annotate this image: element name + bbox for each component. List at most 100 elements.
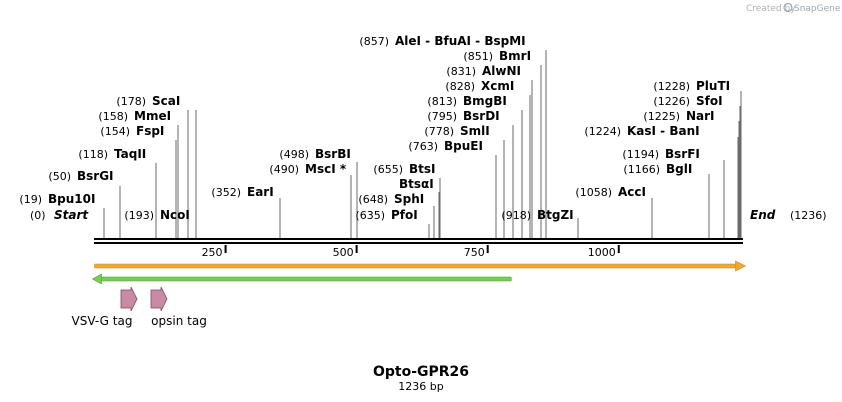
cut-site-position: (1166) xyxy=(623,163,660,176)
cut-site-position: (655) xyxy=(373,163,403,176)
feature-opsin xyxy=(150,286,168,312)
cut-site-position: (1194) xyxy=(622,148,659,161)
feature-orange-orf xyxy=(94,263,737,269)
cut-site-name: BtgZI xyxy=(537,208,574,222)
backbone xyxy=(94,238,743,244)
cut-site-position: (648) xyxy=(358,193,388,206)
cut-site-position: (1224) xyxy=(584,125,621,138)
cut-site-position: (813) xyxy=(427,95,457,108)
scale-ticks: 250 500 750 1000 xyxy=(202,245,620,259)
credit-text: Created by xyxy=(746,4,796,14)
cut-site-name: BsrFI xyxy=(665,147,700,161)
feature-opsin-label: opsin tag xyxy=(151,314,207,328)
cut-site-bsrdi: (795) BsrDI xyxy=(427,109,499,123)
cut-site-ncoi: (193) NcoI xyxy=(124,208,189,222)
end-marker: End (1236) xyxy=(750,208,827,222)
cut-site-name: BsrDI xyxy=(463,109,500,123)
cut-site-btsai: BtsαI xyxy=(399,177,434,191)
cut-site-name: XcmI xyxy=(481,79,514,93)
cut-site-bsrfi: (1194) BsrFI xyxy=(622,147,699,161)
cut-site-bpu10i: (19) Bpu10I xyxy=(19,192,95,206)
cut-site-position: (918) xyxy=(501,209,531,222)
cut-site-name: FspI xyxy=(136,124,164,138)
cut-site-position: (635) xyxy=(355,209,385,222)
tick-label: 1000 xyxy=(588,246,616,259)
backbone-top-strand xyxy=(94,238,743,240)
cut-site-position: (50) xyxy=(48,170,71,183)
cut-site-name: BtsαI xyxy=(399,177,434,191)
cut-site-name: ScaI xyxy=(152,94,180,108)
feature-green-orf-arrowhead xyxy=(91,273,102,285)
cut-site-name: BtsI xyxy=(409,162,436,176)
tick-label: 750 xyxy=(464,246,485,259)
cut-site-position: (158) xyxy=(98,110,128,123)
start-label: Start xyxy=(54,208,89,222)
cut-site-position: (1058) xyxy=(575,186,612,199)
cut-site-position: (857) xyxy=(359,35,389,48)
cut-site-name: SphI xyxy=(394,192,424,206)
cut-site-name: PluTI xyxy=(696,79,730,93)
cut-site-alwni: (831) AlwNI xyxy=(446,64,521,78)
cut-site-position: (851) xyxy=(463,50,493,63)
cut-site-btgzi: (918) BtgZI xyxy=(501,208,573,222)
map-title: Opto-GPR26 xyxy=(373,364,469,380)
feature-vsvg xyxy=(120,286,138,312)
cut-site-name: NarI xyxy=(686,109,715,123)
cut-site-name: SfoI xyxy=(696,94,723,108)
feature-vsvg-label: VSV-G tag xyxy=(72,314,133,328)
cut-site-name: PfoI xyxy=(391,208,418,222)
cut-site-position: (763) xyxy=(408,140,438,153)
cut-site-position: (831) xyxy=(446,65,476,78)
tick-mark xyxy=(355,245,358,253)
cut-site-bmgbi: (813) BmgBI xyxy=(427,94,506,108)
cut-site-smli: (778) SmlI xyxy=(424,124,489,138)
tick-mark xyxy=(224,245,227,253)
start-position: (0) xyxy=(30,209,46,222)
cut-site-name: MscI * xyxy=(305,162,347,176)
cut-site-name: MmeI xyxy=(134,109,171,123)
cut-site-kasi: (1224) KasI - BanI xyxy=(584,124,699,138)
end-position: (1236) xyxy=(790,209,827,222)
cut-site-position: (828) xyxy=(445,80,475,93)
cut-site-position: (1228) xyxy=(653,80,690,93)
cut-site-position: (795) xyxy=(427,110,457,123)
cut-site-bpuei: (763) BpuEI xyxy=(408,139,483,153)
cut-site-name: AccI xyxy=(618,185,646,199)
tick-mark xyxy=(486,245,489,253)
tick-label: 250 xyxy=(202,246,223,259)
cut-site-acci: (1058) AccI xyxy=(575,185,646,199)
cut-site-taqii: (118) TaqII xyxy=(78,147,146,161)
cut-site-nari: (1225) NarI xyxy=(643,109,714,123)
cut-site-name: KasI - BanI xyxy=(627,124,700,138)
cut-site-fspi: (154) FspI xyxy=(100,124,164,138)
cut-site-name: TaqII xyxy=(114,147,146,161)
cut-site-position: (19) xyxy=(19,193,42,206)
cut-site-name: EarI xyxy=(247,185,274,199)
cut-site-name: BglI xyxy=(666,162,692,176)
cut-site-bsrbi: (498) BsrBI xyxy=(279,147,350,161)
cut-site-name: AleI - BfuAI - BspMI xyxy=(395,34,526,48)
snapgene-credit: Created by SnapGene xyxy=(746,2,841,14)
cut-site-name: BmgBI xyxy=(463,94,507,108)
cut-site-sphi: (648) SphI xyxy=(358,192,424,206)
backbone-bottom-strand xyxy=(94,242,743,244)
map-length: 1236 bp xyxy=(398,380,443,393)
start-marker: (0) Start xyxy=(30,208,89,222)
end-label: End xyxy=(750,208,776,222)
feature-orange-orf-arrowhead xyxy=(735,260,747,272)
cut-site-name: AlwNI xyxy=(482,64,521,78)
cut-site-position: (193) xyxy=(124,209,154,222)
cut-site-name: BsrBI xyxy=(315,147,351,161)
credit-brand: SnapGene xyxy=(794,4,841,14)
cut-site-name: BsrGI xyxy=(77,169,114,183)
cut-site-position: (352) xyxy=(211,186,241,199)
snapgene-logo-icon xyxy=(783,2,793,13)
feature-green-orf xyxy=(100,276,512,282)
cut-site-name: BmrI xyxy=(499,49,531,63)
cut-site-sfoi: (1226) SfoI xyxy=(653,94,722,108)
cut-site-mmei: (158) MmeI xyxy=(98,109,171,123)
cut-site-position: (1226) xyxy=(653,95,690,108)
cut-site-alei: (857) AleI - BfuAI - BspMI xyxy=(359,34,525,48)
cut-site-position: (154) xyxy=(100,125,130,138)
